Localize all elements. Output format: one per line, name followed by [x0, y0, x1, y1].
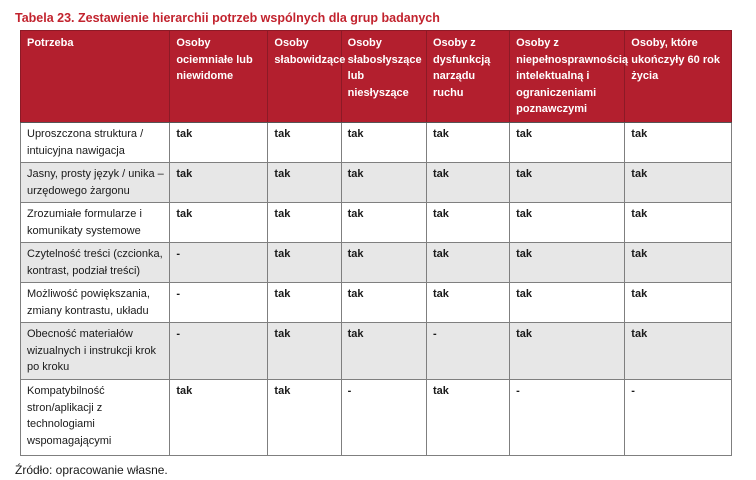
need-cell: Kompatybilność stron/aplikacji z technol… [19, 379, 171, 456]
source-note: Źródło: opracowanie własne. [15, 463, 168, 477]
value-cell: - [340, 379, 427, 456]
table-row: Zrozumiałe formularze i komunikaty syste… [19, 202, 732, 243]
value-cell: tak [425, 242, 511, 283]
column-header-niepelnosprawnosc-intelektualna: Osoby z niepełnosprawnością intelektualn… [509, 30, 628, 123]
value-cell: tak [340, 282, 427, 323]
table-row: Obecność materiałów wizualnych i instruk… [19, 322, 732, 380]
table-row: Uproszczona struktura / intuicyjna nawig… [19, 122, 732, 163]
value-cell: tak [340, 242, 427, 283]
value-cell: tak [624, 162, 732, 203]
value-cell: tak [340, 322, 427, 380]
need-cell: Jasny, prosty język / unika – urzędowego… [19, 162, 171, 203]
value-cell: tak [169, 122, 269, 163]
value-cell: tak [267, 322, 342, 380]
table-caption: Tabela 23. Zestawienie hierarchii potrze… [15, 11, 440, 25]
value-cell: tak [267, 242, 342, 283]
value-cell: tak [340, 202, 427, 243]
value-cell: tak [267, 202, 342, 243]
value-cell: tak [509, 322, 626, 380]
need-cell: Zrozumiałe formularze i komunikaty syste… [19, 202, 171, 243]
value-cell: tak [267, 282, 342, 323]
value-cell: - [169, 242, 269, 283]
column-header-dysfunkcja-ruchu: Osoby z dysfunkcją narządu ruchu [425, 30, 511, 123]
value-cell: tak [425, 202, 511, 243]
value-cell: - [169, 322, 269, 380]
value-cell: - [624, 379, 732, 456]
value-cell: tak [509, 162, 626, 203]
column-header-slaboslyszace: Osoby słabosłyszące lub niesłyszące [340, 30, 427, 123]
table-header-row: Potrzeba Osoby ociemniałe lub niewidome … [19, 30, 732, 123]
column-header-60-rok-zycia: Osoby, które ukończyły 60 rok życia [624, 30, 732, 123]
column-header-ociemniale: Osoby ociemniałe lub niewidome [169, 30, 269, 123]
value-cell: - [169, 282, 269, 323]
value-cell: tak [340, 162, 427, 203]
table-row: Kompatybilność stron/aplikacji z technol… [19, 379, 732, 456]
value-cell: tak [624, 122, 732, 163]
value-cell: tak [509, 122, 626, 163]
column-header-potrzeba: Potrzeba [19, 30, 171, 123]
table-row: Możliwość powiększania, zmiany kontrastu… [19, 282, 732, 323]
value-cell: tak [509, 242, 626, 283]
value-cell: tak [340, 122, 427, 163]
value-cell: tak [425, 162, 511, 203]
value-cell: tak [425, 122, 511, 163]
value-cell: - [509, 379, 626, 456]
value-cell: tak [267, 122, 342, 163]
need-cell: Możliwość powiększania, zmiany kontrastu… [19, 282, 171, 323]
value-cell: tak [509, 202, 626, 243]
value-cell: tak [624, 202, 732, 243]
value-cell: tak [267, 162, 342, 203]
value-cell: tak [624, 322, 732, 380]
value-cell: tak [509, 282, 626, 323]
table-row: Jasny, prosty język / unika – urzędowego… [19, 162, 732, 203]
need-cell: Obecność materiałów wizualnych i instruk… [19, 322, 171, 380]
need-cell: Czytelność treści (czcionka, kontrast, p… [19, 242, 171, 283]
value-cell: - [425, 322, 511, 380]
column-header-slabowidzace: Osoby słabowidzące [267, 30, 345, 123]
needs-table: Potrzeba Osoby ociemniałe lub niewidome … [19, 30, 732, 456]
value-cell: tak [267, 379, 342, 456]
value-cell: tak [169, 202, 269, 243]
value-cell: tak [169, 162, 269, 203]
need-cell: Uproszczona struktura / intuicyjna nawig… [19, 122, 171, 163]
value-cell: tak [425, 282, 511, 323]
value-cell: tak [425, 379, 511, 456]
value-cell: tak [624, 242, 732, 283]
value-cell: tak [169, 379, 269, 456]
value-cell: tak [624, 282, 732, 323]
table-row: Czytelność treści (czcionka, kontrast, p… [19, 242, 732, 283]
